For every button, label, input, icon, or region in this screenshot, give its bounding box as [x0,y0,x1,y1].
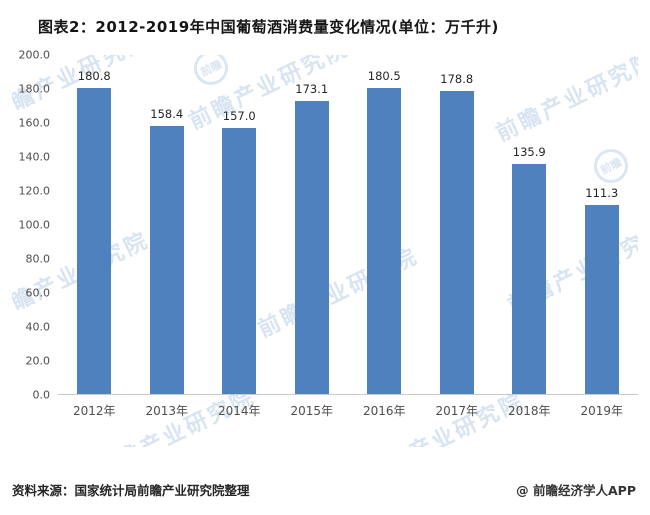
x-axis-label: 2014年 [217,403,261,418]
y-axis-tick: 120.0 [18,184,51,198]
bar-group: 178.8 [421,55,494,394]
bar-group: 135.9 [493,55,566,394]
bar-value-label: 157.0 [222,108,256,123]
bar [367,88,402,394]
x-axis-label: 2016年 [362,403,406,418]
bar [222,127,257,394]
footer: 资料来源：国家统计局前瞻产业研究院整理 @ 前瞻经济学人APP [12,480,636,499]
bar-group: 173.1 [276,55,349,394]
bar-group: 111.3 [566,55,639,394]
bar [294,100,329,394]
bar-value-label: 173.1 [295,81,329,96]
y-axis-tick: 200.0 [18,48,51,62]
bar-value-label: 180.8 [77,68,111,83]
y-axis-tick: 40.0 [25,320,51,334]
bar [584,205,619,394]
bar-group: 157.0 [203,55,276,394]
bar-value-label: 135.9 [512,144,546,159]
bar-group: 180.8 [58,55,131,394]
bar-chart: 前瞻产业研究院 前瞻产业研究院 前瞻产业研究院 前瞻产业研究院 前瞻产业研究院 前瞻产业研… [12,49,638,447]
bar-group: 180.5 [348,55,421,394]
bar [77,87,112,394]
x-axis-label: 2015年 [290,403,334,418]
x-axis-label: 2013年 [145,403,189,418]
source-note: 资料来源：国家统计局前瞻产业研究院整理 [12,483,250,498]
x-axis-label: 2018年 [507,403,551,418]
bar-value-label: 111.3 [585,186,619,201]
bar-value-label: 178.8 [440,71,474,86]
y-axis-tick: 80.0 [25,252,51,266]
x-axis-label: 2019年 [580,403,624,418]
bar-value-label: 158.4 [150,106,184,121]
y-axis-tick: 100.0 [18,218,51,232]
x-axis: 2012年 2013年 2014年 2015年 2016年 2017年 2018年 2019年 [58,395,638,425]
y-axis-tick: 20.0 [25,354,51,368]
y-axis-tick: 140.0 [18,150,51,164]
chart-title: 图表2：2012-2019年中国葡萄酒消费量变化情况(单位：万千升) [38,18,499,36]
y-axis-tick: 180.0 [18,82,51,96]
y-axis: 0.0 20.0 40.0 60.0 80.0 100.0 120.0 140.0 160.0 1… [12,49,58,402]
x-axis-label: 2017年 [435,403,479,418]
plot-area: 180.8 158.4 157.0 173.1 180.5 178.8 135.9 111.3 [58,55,638,395]
x-axis-label: 2012年 [72,403,116,418]
brand-credit: @ 前瞻经济学人APP [516,483,636,498]
bar-value-label: 180.5 [367,69,401,84]
y-axis-tick: 0.0 [32,388,51,402]
bar [149,125,184,394]
bar [439,90,474,394]
bar-group: 158.4 [131,55,204,394]
y-axis-tick: 60.0 [25,286,51,300]
bar [512,163,547,394]
y-axis-tick: 160.0 [18,116,51,130]
